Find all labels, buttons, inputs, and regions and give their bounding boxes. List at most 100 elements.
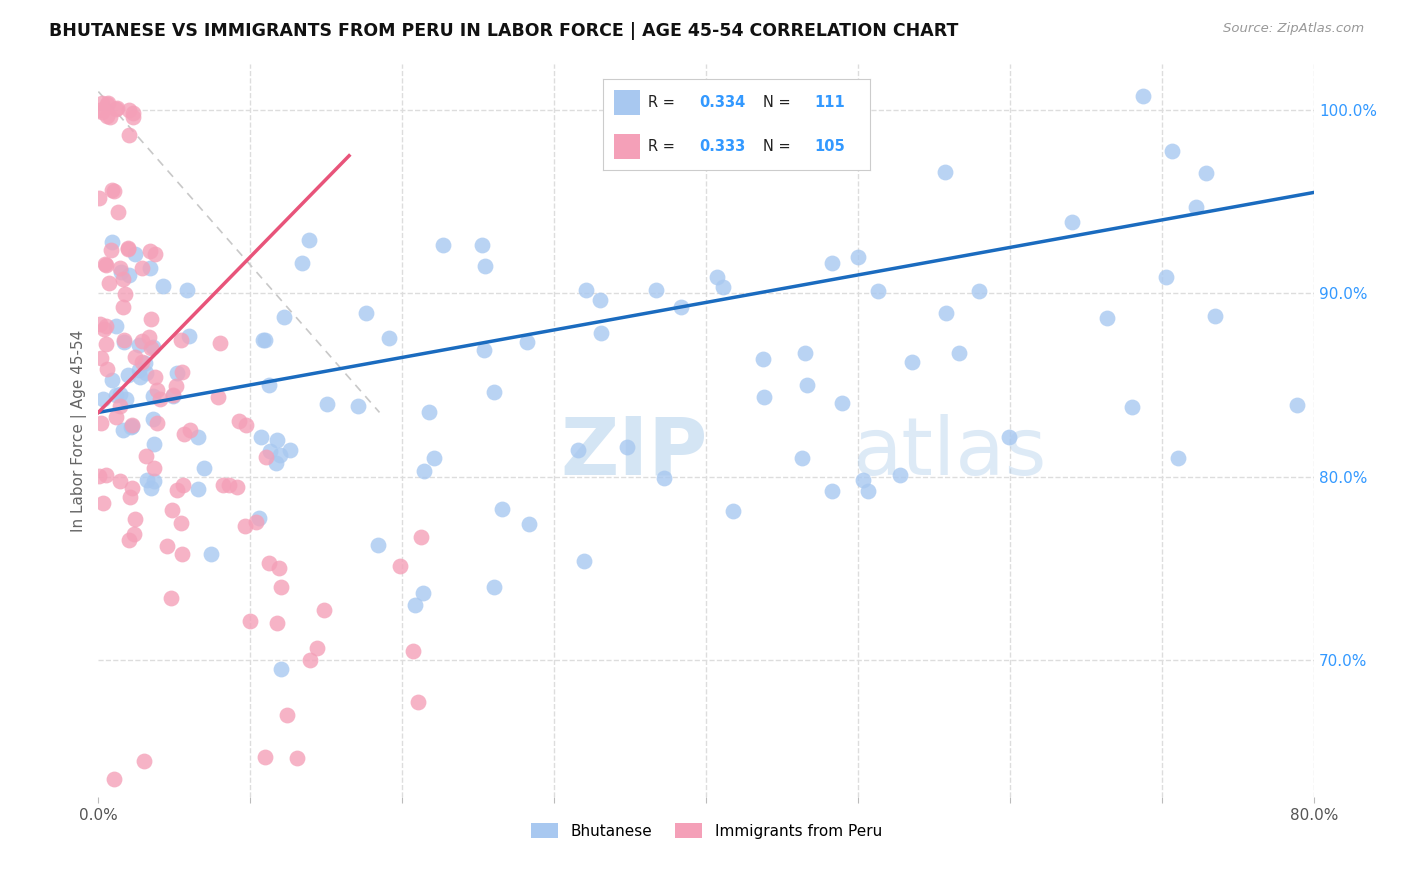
Point <box>89 103 111 117</box>
Point <box>270 580 292 594</box>
Point <box>128 363 150 377</box>
Point <box>270 662 292 676</box>
Point <box>104 318 127 333</box>
Point <box>645 283 668 297</box>
Point <box>93 257 115 271</box>
Point <box>152 279 174 293</box>
Point <box>264 456 287 470</box>
Point <box>143 437 166 451</box>
Point <box>235 418 257 433</box>
Point <box>91 496 114 510</box>
Point <box>134 356 156 370</box>
Point <box>142 340 165 354</box>
Point <box>235 518 257 533</box>
Point <box>706 269 728 284</box>
Point <box>90 416 112 430</box>
Point <box>200 547 222 561</box>
Point <box>111 423 134 437</box>
Point <box>409 530 432 544</box>
Point <box>131 355 153 369</box>
Point <box>484 384 506 399</box>
Point <box>575 283 598 297</box>
Point <box>162 389 184 403</box>
Point <box>516 334 538 349</box>
Point <box>94 467 117 482</box>
Point <box>111 272 134 286</box>
Point <box>567 442 589 457</box>
Point <box>114 287 136 301</box>
Point <box>998 430 1021 444</box>
Point <box>114 333 136 347</box>
Point <box>142 475 165 489</box>
Point <box>404 598 426 612</box>
Point <box>285 751 308 765</box>
Point <box>176 284 198 298</box>
Point <box>91 392 114 407</box>
Point <box>408 695 430 709</box>
Point <box>228 414 250 428</box>
Point <box>120 420 142 434</box>
Point <box>889 468 911 483</box>
Point <box>122 526 145 541</box>
Point <box>143 369 166 384</box>
Point <box>948 346 970 360</box>
Point <box>104 103 127 117</box>
Point <box>112 334 135 349</box>
Point <box>145 247 167 261</box>
Text: atlas: atlas <box>852 414 1046 491</box>
Point <box>259 378 281 392</box>
Point <box>93 321 115 335</box>
Point <box>1095 311 1118 326</box>
Point <box>1185 200 1208 214</box>
Point <box>254 450 277 465</box>
Point <box>207 390 229 404</box>
Point <box>96 259 118 273</box>
Point <box>129 370 152 384</box>
Y-axis label: In Labor Force | Age 45-54: In Labor Force | Age 45-54 <box>72 330 87 532</box>
Point <box>866 284 889 298</box>
Point <box>1154 269 1177 284</box>
Point <box>252 333 274 347</box>
Point <box>250 430 273 444</box>
Point <box>1286 398 1309 412</box>
Point <box>100 235 122 250</box>
Point <box>166 366 188 380</box>
Point <box>711 280 734 294</box>
Point <box>90 351 112 365</box>
Point <box>96 97 118 112</box>
Point <box>107 101 129 115</box>
Point <box>141 481 163 495</box>
Point <box>187 429 209 443</box>
Point <box>721 504 744 518</box>
Point <box>572 554 595 568</box>
Point <box>117 241 139 255</box>
Point <box>1062 215 1084 229</box>
Point <box>139 244 162 258</box>
Point <box>124 351 146 365</box>
Point <box>269 561 291 575</box>
Point <box>173 426 195 441</box>
Point <box>935 305 957 319</box>
Point <box>162 503 184 517</box>
Point <box>115 392 138 406</box>
Point <box>142 460 165 475</box>
Point <box>187 482 209 496</box>
Point <box>793 346 815 360</box>
Point <box>517 517 540 532</box>
Point <box>170 333 193 347</box>
Text: Source: ZipAtlas.com: Source: ZipAtlas.com <box>1223 22 1364 36</box>
Point <box>122 110 145 124</box>
Point <box>149 392 172 406</box>
Point <box>105 409 128 424</box>
Point <box>131 260 153 275</box>
Point <box>172 478 194 492</box>
Point <box>142 389 165 403</box>
Point <box>967 285 990 299</box>
Point <box>280 443 302 458</box>
Text: ZIP: ZIP <box>561 414 707 491</box>
Point <box>89 468 111 483</box>
Point <box>97 276 120 290</box>
Point <box>117 128 139 142</box>
Point <box>471 237 494 252</box>
Point <box>796 377 818 392</box>
